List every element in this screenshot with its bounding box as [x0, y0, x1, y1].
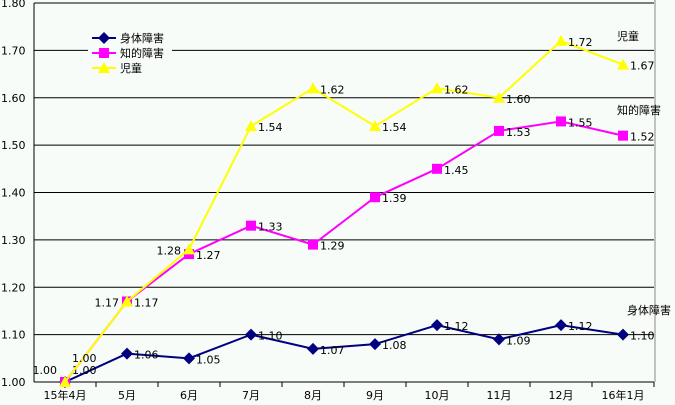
data-label: 1.27: [196, 249, 221, 262]
data-point: [121, 295, 133, 307]
data-label: 1.52: [630, 131, 655, 144]
data-point: [245, 120, 257, 132]
series-annotation: 身体障害: [627, 303, 671, 317]
data-point: [556, 116, 566, 127]
data-label: 1.53: [506, 126, 531, 139]
y-tick-label: 1.10: [1, 329, 26, 342]
data-point: [98, 32, 110, 44]
data-point: [555, 319, 567, 332]
x-tick-label: 6月: [180, 389, 198, 402]
y-tick-label: 1.70: [1, 44, 26, 57]
legend-label: 知的障害: [120, 46, 164, 60]
data-label: 1.00: [72, 352, 97, 365]
x-tick-label: 9月: [366, 389, 384, 402]
data-label: 1.45: [444, 164, 469, 177]
data-point: [617, 58, 629, 70]
data-label: 1.10: [258, 330, 283, 343]
data-label: 1.55: [568, 116, 593, 129]
data-point: [245, 328, 257, 341]
data-point: [183, 352, 195, 365]
data-label: 1.33: [258, 221, 283, 234]
x-tick-label: 15年4月: [44, 388, 87, 402]
data-point: [493, 91, 505, 103]
series-0: 1.00 1.06 1.05 1.10 1.07 1.08 1.12 1.09 1.12 1.10: [59, 319, 655, 388]
data-label: 1.09: [506, 334, 531, 347]
series-line: [64, 324, 624, 383]
series-line: [64, 39, 624, 383]
data-label: 1.29: [320, 240, 345, 253]
data-point: [431, 319, 443, 332]
data-point: [246, 220, 256, 231]
data-point: [369, 120, 381, 132]
data-label: 1.39: [382, 192, 407, 205]
data-point: [183, 243, 195, 255]
y-tick-label: 1.20: [1, 281, 26, 294]
data-point: [617, 328, 629, 341]
x-tick-label: 10月: [425, 389, 450, 402]
legend-label: 児童: [120, 61, 142, 75]
data-point: [307, 82, 319, 94]
data-point: [431, 82, 443, 94]
data-point: [493, 333, 505, 346]
data-point: [618, 130, 628, 141]
data-label: 1.28: [157, 244, 182, 257]
data-label: 1.12: [444, 320, 469, 333]
data-label: 1.54: [382, 121, 407, 134]
series-annotation: 知的障害: [617, 103, 661, 117]
x-tick-label: 11月: [487, 389, 512, 402]
data-label: 1.07: [320, 344, 345, 357]
y-tick-label: 1.60: [1, 92, 26, 105]
data-label: 1.17: [134, 296, 159, 309]
x-tick-label: 16年1月: [602, 388, 645, 402]
x-tick-label: 8月: [304, 389, 322, 402]
data-point: [432, 163, 442, 174]
series-2: 1.00 1.17 1.28 1.54 1.62 1.54 1.62 1.60 1.72 1.67: [59, 34, 655, 387]
data-label: 1.08: [382, 339, 407, 352]
data-point: [369, 338, 381, 351]
y-tick-label: 1.80: [1, 0, 26, 10]
data-label: 1.62: [444, 83, 469, 96]
data-label: 1.67: [630, 60, 655, 73]
y-tick-label: 1.00: [1, 376, 26, 389]
data-point: [59, 376, 71, 387]
x-tick-label: 12月: [549, 389, 574, 402]
y-tick-label: 1.30: [1, 234, 26, 247]
data-point: [121, 347, 133, 360]
data-label: 1.12: [568, 320, 593, 333]
data-point: [370, 192, 380, 203]
data-point: [99, 48, 109, 58]
data-label: 1.05: [196, 353, 221, 366]
series-annotation: 児童: [617, 29, 639, 43]
data-label: 1.06: [134, 349, 159, 362]
data-point: [98, 62, 110, 73]
data-label: 1.72: [568, 36, 593, 49]
data-point: [307, 342, 319, 355]
data-point: [494, 125, 504, 136]
legend-label: 身体障害: [120, 31, 164, 45]
x-tick-label: 5月: [118, 389, 136, 402]
data-label: 1.54: [258, 121, 283, 134]
series-line: [64, 120, 624, 383]
y-tick-label: 1.40: [1, 187, 26, 200]
data-label: 1.00: [72, 364, 97, 377]
data-label: 1.10: [630, 330, 655, 343]
data-point: [555, 34, 567, 46]
data-label: 1.17: [95, 296, 120, 309]
data-label: 1.00: [33, 364, 58, 377]
data-label: 1.60: [506, 93, 531, 106]
x-tick-label: 7月: [242, 389, 260, 402]
data-label: 1.62: [320, 83, 345, 96]
y-tick-label: 1.50: [1, 139, 26, 152]
data-point: [308, 239, 318, 250]
